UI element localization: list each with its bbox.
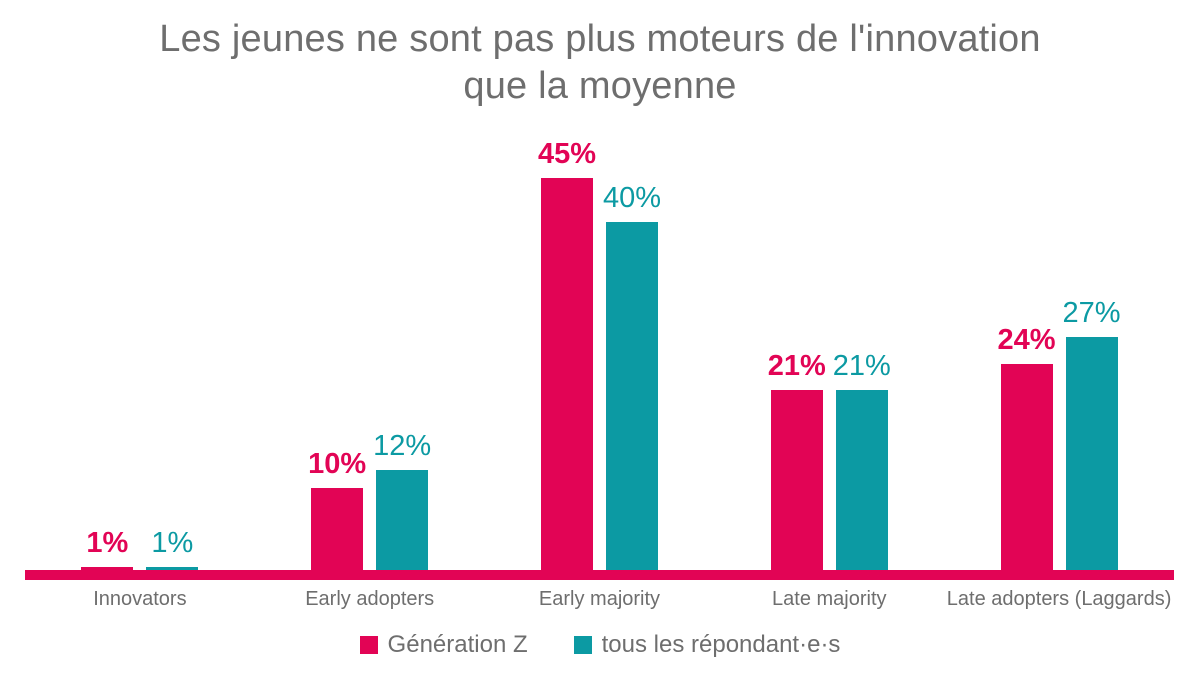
chart-title-line-1: Les jeunes ne sont pas plus moteurs de l… — [159, 18, 1041, 60]
legend-item: tous les répondant·e·s — [573, 631, 841, 659]
bar-group: 1% 1% — [25, 171, 255, 571]
bar-group: 24% 27% — [944, 171, 1174, 571]
x-axis-label: Late majority — [772, 588, 887, 610]
legend: Génération Z tous les répondant·e·s — [0, 631, 1200, 659]
bar-value-label: 1% — [151, 527, 194, 559]
x-axis-label: Late adopters (Laggards) — [946, 588, 1172, 610]
bar: 45% — [538, 138, 596, 571]
x-axis-line — [25, 570, 1174, 580]
bar: 1% — [81, 527, 134, 571]
bar-value-label: 40% — [602, 182, 662, 215]
bar-group: 45% 40% — [485, 138, 715, 571]
bar-value-label: 12% — [373, 429, 432, 462]
bar-value-label: 10% — [308, 447, 367, 480]
bar: 1% — [146, 527, 199, 571]
legend-label: tous les répondant·e·s — [601, 631, 841, 658]
bar: 21% — [833, 350, 891, 571]
x-axis-label: Innovators — [93, 588, 187, 610]
legend-swatch — [359, 636, 378, 654]
x-axis-label: Early adopters — [305, 588, 435, 610]
bar: 21% — [768, 350, 826, 571]
bar: 10% — [308, 448, 366, 571]
x-axis-label: Early majority — [538, 588, 661, 610]
bar-value-label: 21% — [767, 350, 826, 383]
chart-title: Les jeunes ne sont pas plus moteurs de l… — [0, 16, 1200, 110]
bar: 40% — [603, 182, 661, 571]
x-axis-labels: Innovators Early adopters Early majority La… — [25, 588, 1174, 611]
bar-value-label: 27% — [1062, 297, 1121, 330]
legend-swatch — [573, 636, 592, 654]
legend-label: Génération Z — [387, 631, 528, 658]
plot-area: 1% 1% 10% 12% 45% 40% 21% 21% 24% 27% — [25, 138, 1174, 571]
chart-title-line-2: que la moyenne — [463, 65, 737, 107]
legend-item: Génération Z — [359, 631, 528, 659]
bar-value-label: 24% — [997, 323, 1056, 356]
bar-value-label: 45% — [537, 138, 597, 171]
bar: 27% — [1063, 297, 1121, 571]
bar-group: 21% 21% — [714, 171, 944, 571]
bar: 12% — [373, 430, 431, 571]
bar-value-label: 21% — [832, 350, 891, 383]
bar-value-label: 1% — [86, 527, 129, 559]
bar: 24% — [998, 324, 1056, 571]
bar-group: 10% 12% — [255, 171, 485, 571]
